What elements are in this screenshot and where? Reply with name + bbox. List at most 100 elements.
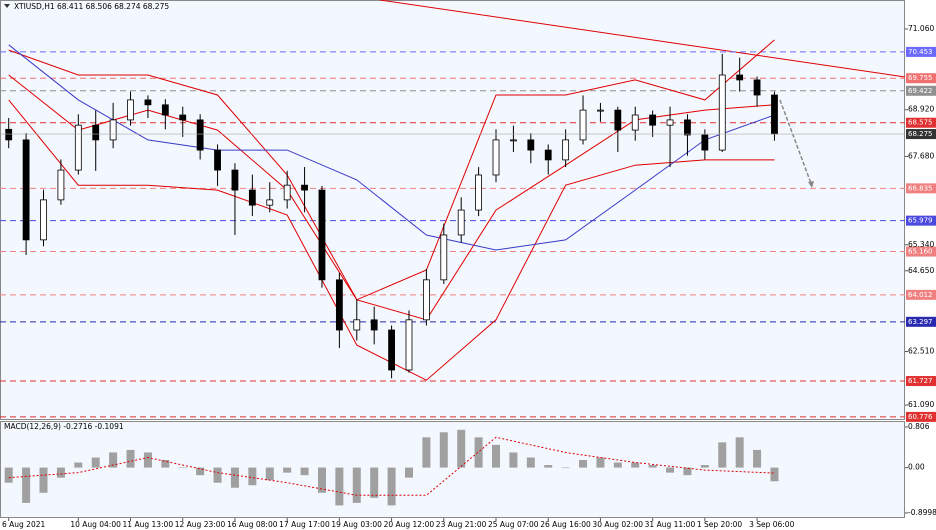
histogram-bar <box>248 467 257 486</box>
candle-body <box>266 199 274 206</box>
x-tick-label: 30 Aug 02:00 <box>592 520 643 529</box>
level-label: 68.575 <box>908 119 933 127</box>
x-tick-label: 26 Aug 16:00 <box>540 520 591 529</box>
candle-body <box>510 139 517 142</box>
histogram-bar <box>509 452 518 468</box>
candle-body <box>492 139 500 176</box>
histogram-bar <box>74 462 83 468</box>
y-tick-label: 62.510 <box>908 347 934 356</box>
candle-body <box>701 134 709 151</box>
candle-body <box>22 139 30 241</box>
level-label-box <box>906 183 936 194</box>
candle-body <box>370 319 378 331</box>
histogram-bar <box>422 437 431 468</box>
candle-body <box>440 234 448 281</box>
y-tick-label: 68.920 <box>908 105 934 114</box>
candle-body <box>718 74 726 151</box>
x-tick-label: 10 Aug 04:00 <box>70 520 121 529</box>
histogram-bar <box>613 462 622 468</box>
candle-body <box>422 279 430 321</box>
histogram-bar <box>700 465 709 468</box>
x-tick-label: 12 Aug 23:00 <box>175 520 226 529</box>
histogram-bar <box>718 442 727 468</box>
candle-body <box>335 279 343 331</box>
macd-title: MACD(12,26,9) -0.2716 -0.1091 <box>4 422 124 431</box>
y-tick-label: 67.680 <box>908 151 934 160</box>
candle-body <box>475 174 483 211</box>
histogram-bar <box>109 452 118 468</box>
candle-body <box>40 199 47 241</box>
histogram-bar <box>474 437 483 468</box>
level-label: 63.297 <box>908 318 933 326</box>
level-label-box <box>906 215 936 226</box>
level-label: 69.422 <box>908 87 933 95</box>
level-label: 69.755 <box>908 74 933 82</box>
indicator-line <box>8 74 775 321</box>
macd-pane <box>0 421 905 518</box>
y-tick-label: -0.8998 <box>908 508 936 517</box>
candle-body <box>562 139 570 161</box>
histogram-bar <box>735 437 744 468</box>
y-tick-label: 65.340 <box>908 240 934 249</box>
candle-body <box>57 169 65 201</box>
histogram-bar <box>404 467 413 478</box>
candle-body <box>649 114 657 126</box>
histogram-bar <box>143 452 152 468</box>
menu-triangle <box>4 4 10 8</box>
level-label: 65.160 <box>908 248 933 256</box>
histogram-bar <box>457 429 466 468</box>
candle-body <box>666 119 674 126</box>
histogram-bar <box>196 467 205 476</box>
level-label: 70.453 <box>908 48 933 56</box>
histogram-bar <box>352 467 361 503</box>
level-label-box <box>906 246 936 257</box>
histogram-bar <box>666 467 675 473</box>
candle-body <box>318 189 326 281</box>
candle-body <box>736 74 744 81</box>
histogram-bar <box>39 467 48 493</box>
x-tick-label: 20 Aug 12:00 <box>384 520 435 529</box>
candle-body <box>597 109 604 112</box>
x-tick-label: 16 Aug 08:00 <box>227 520 278 529</box>
last-price-box <box>906 129 936 140</box>
histogram-bar <box>230 467 239 488</box>
candle-body <box>161 104 169 116</box>
y-tick-label: 71.060 <box>908 24 934 33</box>
level-label-box <box>906 46 936 57</box>
x-tick-label: 3 Sep 06:00 <box>749 520 795 529</box>
candle-body <box>527 139 535 151</box>
candle-body <box>631 114 639 131</box>
histogram-bar <box>56 467 65 478</box>
histogram-bar <box>753 449 762 468</box>
candle-body <box>144 99 152 106</box>
indicator-line <box>8 44 775 251</box>
x-tick-label: 17 Aug 17:00 <box>279 520 330 529</box>
arrow-head <box>808 181 814 188</box>
candle-body <box>109 119 117 141</box>
histogram-bar <box>596 457 605 468</box>
histogram-bar <box>770 467 779 482</box>
level-label-box <box>906 316 936 327</box>
candle-body <box>388 329 395 371</box>
histogram-bar <box>544 465 553 468</box>
histogram-bar <box>161 460 170 468</box>
level-label-box <box>906 411 936 422</box>
candle-body <box>301 184 308 191</box>
level-label: 60.776 <box>908 413 933 421</box>
candle-body <box>214 149 221 171</box>
candle-body <box>579 109 587 141</box>
level-label-box <box>906 85 936 96</box>
level-label-box <box>906 117 936 128</box>
x-tick-label: 6 Aug 2021 <box>2 520 45 529</box>
histogram-bar <box>631 462 640 468</box>
x-tick-label: 31 Aug 11:00 <box>645 520 696 529</box>
candle-body <box>283 184 291 201</box>
chart-title: XTIUSD,H1 68.411 68.506 68.274 68.275 <box>14 2 169 11</box>
histogram-bar <box>492 444 501 468</box>
candle-body <box>248 189 256 206</box>
histogram-bar <box>213 467 222 483</box>
level-label-box <box>906 289 936 300</box>
candle-body <box>179 114 187 121</box>
candle-body <box>196 119 204 151</box>
